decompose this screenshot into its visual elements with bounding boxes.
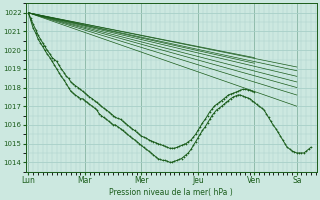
X-axis label: Pression niveau de la mer( hPa ): Pression niveau de la mer( hPa ) (109, 188, 233, 197)
